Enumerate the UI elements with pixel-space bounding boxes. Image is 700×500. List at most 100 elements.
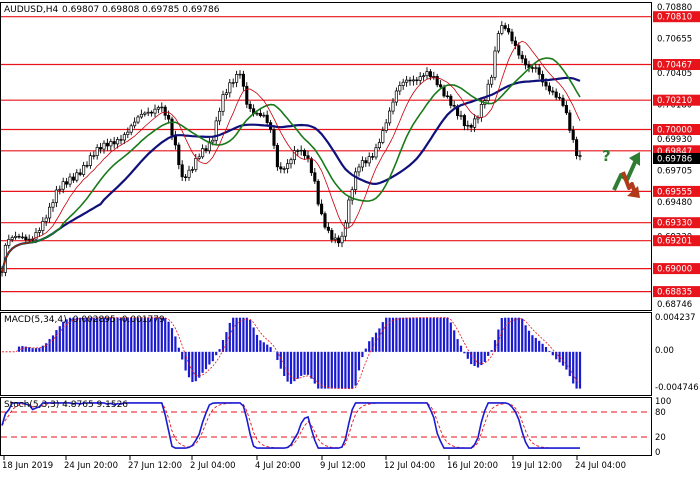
candle: [422, 75, 426, 77]
candle: [554, 91, 558, 98]
macd-bar: [252, 327, 255, 352]
current-price-label: 0.69786: [657, 155, 692, 165]
price-tick: 0.70405: [657, 69, 692, 79]
candle: [85, 165, 89, 167]
candle: [92, 155, 96, 157]
macd-bar: [500, 318, 503, 352]
candle: [262, 114, 266, 117]
candle: [479, 104, 483, 118]
candle: [323, 213, 327, 228]
macd-bar: [514, 317, 517, 352]
macd-bar: [116, 317, 119, 352]
macd-bar: [453, 330, 456, 352]
candle: [255, 112, 259, 115]
candle: [513, 40, 517, 47]
candle: [418, 76, 422, 81]
candle: [82, 165, 86, 175]
macd-bar: [177, 347, 180, 352]
candle: [486, 83, 490, 101]
candle: [564, 105, 568, 114]
macd-bar: [259, 340, 262, 352]
candle: [360, 160, 364, 168]
macd-bar: [408, 317, 412, 352]
candle: [44, 217, 48, 222]
macd-bar: [102, 317, 106, 352]
macd-bar: [374, 332, 378, 352]
macd-bar: [286, 351, 289, 382]
candle: [558, 96, 562, 99]
price-tick: 0.70655: [657, 34, 692, 44]
candle: [340, 235, 344, 244]
candle: [411, 79, 415, 82]
macd-label: MACD(5,34,4) -0.002895 -0.001779: [4, 315, 165, 325]
macd-bar: [232, 317, 235, 352]
candle: [445, 95, 449, 98]
macd-bar: [41, 345, 44, 352]
macd-bar: [504, 317, 507, 352]
macd-bar: [510, 317, 514, 352]
macd-bar: [521, 318, 524, 352]
candle: [163, 106, 167, 116]
level-label: 0.69201: [657, 237, 692, 247]
time-label: 4 Jul 20:00: [255, 461, 301, 471]
candle: [534, 67, 538, 69]
macd-bar: [68, 317, 72, 352]
macd-bar: [31, 348, 34, 352]
macd-bar: [561, 351, 565, 366]
question-mark: ?: [602, 147, 611, 165]
candle: [224, 92, 228, 95]
macd-bar: [150, 317, 153, 352]
candle: [337, 237, 341, 244]
time-label: 18 Jun 2019: [2, 461, 53, 471]
time-axis: 18 Jun 2019 24 Jun 20:00 27 Jun 12:00 2 Jul…: [2, 456, 626, 471]
macd-bar: [368, 341, 371, 352]
candle: [119, 139, 123, 141]
time-label: 9 Jul 12:00: [320, 461, 366, 471]
level-box: [653, 145, 700, 157]
macd-bar: [334, 351, 337, 389]
macd-bar: [143, 317, 146, 352]
candle: [122, 134, 126, 141]
candle: [245, 85, 249, 105]
price-tick: 0.70880: [657, 3, 692, 13]
candle: [99, 147, 103, 150]
candle: [190, 169, 194, 171]
candle: [333, 237, 337, 240]
candle: [68, 176, 72, 185]
candle: [309, 158, 313, 174]
macd-tick-zero: 0.00: [655, 346, 674, 356]
time-label: 2 Jul 04:00: [190, 461, 236, 471]
level-box: [653, 217, 700, 229]
candle: [575, 139, 579, 156]
ma-slow-line: [0, 76, 581, 273]
candle: [493, 50, 497, 78]
macd-bar: [140, 317, 143, 352]
candle: [432, 76, 436, 78]
candle: [547, 85, 551, 92]
candle: [180, 164, 184, 178]
candle: [214, 120, 218, 141]
level-label: 0.70000: [657, 126, 692, 136]
macd-bar: [344, 351, 347, 389]
candle: [551, 90, 555, 93]
macd-bar: [463, 351, 466, 354]
macd-bar: [361, 351, 364, 358]
macd-bar: [276, 351, 279, 360]
macd-bar: [575, 351, 578, 389]
candle: [272, 129, 276, 146]
macd-panel-border: [0, 312, 652, 396]
level-label: 0.69000: [657, 265, 692, 275]
candle: [17, 235, 21, 238]
level-box: [653, 263, 700, 275]
candle: [544, 81, 548, 87]
macd-bar: [459, 345, 463, 352]
macd-bar: [340, 351, 344, 389]
macd-bar: [194, 351, 197, 382]
macd-bar: [28, 347, 31, 352]
macd-bar: [398, 317, 401, 352]
macd-bar: [17, 346, 21, 352]
macd-bar: [75, 317, 78, 352]
macd-bar: [415, 317, 418, 352]
